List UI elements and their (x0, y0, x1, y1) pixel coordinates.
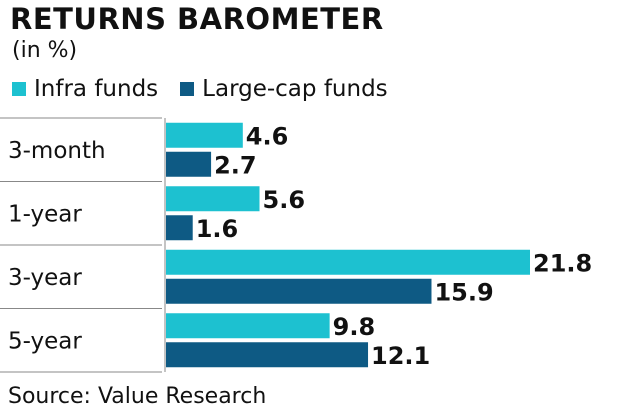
value-label-largecap-3-month: 2.7 (214, 151, 257, 179)
bar-infra-1-year (166, 186, 260, 212)
legend-swatch-largecap (180, 82, 195, 96)
legend-label-infra: Infra funds (34, 76, 159, 102)
value-label-largecap-3-year: 15.9 (434, 278, 493, 306)
chart-title: RETURNS BAROMETER (10, 2, 384, 36)
legend-label-largecap: Large-cap funds (202, 76, 388, 102)
legend-swatch-infra (12, 82, 26, 96)
bar-infra-3-month (166, 122, 243, 148)
bar-largecap-3-year (166, 278, 432, 304)
category-label-3-month: 3-month (8, 138, 106, 164)
source-note: Source: Value Research (8, 384, 267, 409)
value-label-infra-5-year: 9.8 (333, 313, 376, 341)
bar-infra-3-year (166, 249, 530, 275)
category-label-5-year: 5-year (8, 328, 82, 354)
category-label-3-year: 3-year (8, 265, 82, 291)
legend-item-infra: Infra funds (12, 76, 158, 102)
value-label-largecap-5-year: 12.1 (371, 342, 430, 370)
legend-item-largecap: Large-cap funds (180, 76, 388, 102)
chart-subtitle: (in %) (12, 38, 78, 63)
bar-largecap-5-year (166, 342, 369, 368)
legend: Infra funds Large-cap funds (12, 74, 410, 104)
value-label-largecap-1-year: 1.6 (196, 215, 239, 243)
bar-largecap-3-month (166, 151, 212, 177)
value-label-infra-3-month: 4.6 (246, 122, 289, 150)
bar-infra-5-year (166, 313, 330, 339)
value-label-infra-1-year: 5.6 (263, 186, 306, 214)
value-label-infra-3-year: 21.8 (533, 249, 592, 277)
bar-largecap-1-year (166, 215, 193, 241)
category-label-1-year: 1-year (8, 201, 82, 227)
